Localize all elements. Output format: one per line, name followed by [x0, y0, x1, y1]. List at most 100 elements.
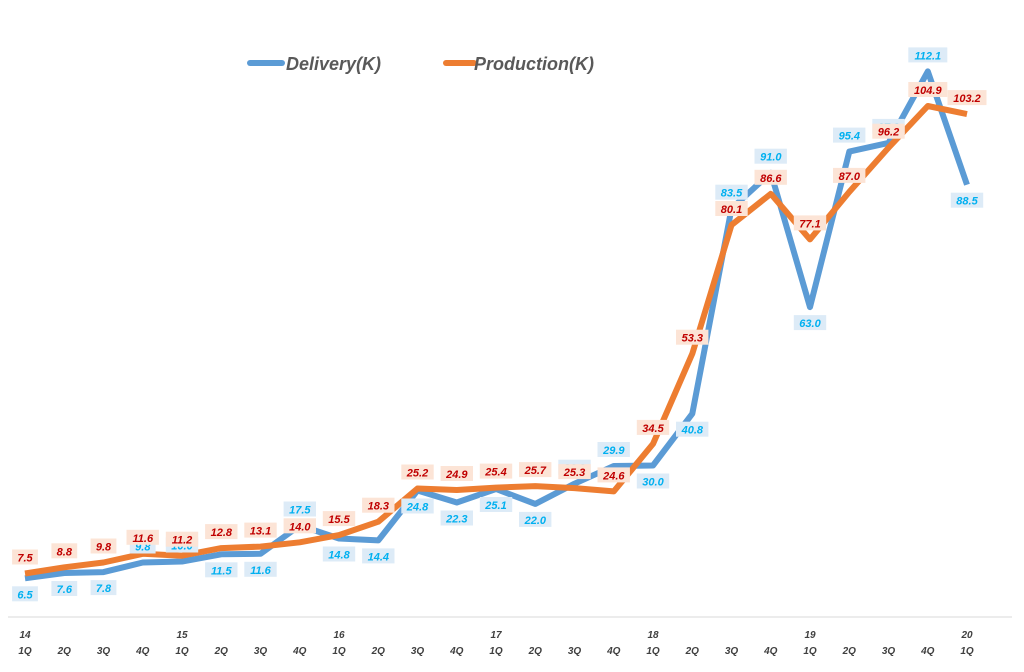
data-label-text: 24.6: [602, 470, 625, 482]
data-label-text: 112.1: [914, 50, 941, 62]
production-data-label: 8.8: [51, 543, 78, 559]
production-data-label: 9.8: [90, 538, 117, 554]
data-label-text: 13.1: [250, 526, 271, 538]
data-labels: 6.57.67.89.810.011.511.617.514.814.424.8…: [12, 47, 987, 602]
delivery-data-label: 40.8: [676, 421, 709, 437]
data-label-bg: [754, 148, 787, 164]
legend: Delivery(K) Production(K): [247, 54, 594, 74]
data-label-bg: [793, 215, 827, 231]
legend-label-production: Production(K): [474, 54, 594, 74]
data-label-text: 11.6: [250, 565, 271, 577]
data-label-bg: [558, 464, 591, 480]
data-label-bg: [676, 329, 709, 345]
x-tick-quarter-label: 4Q: [292, 646, 307, 657]
data-label-bg: [908, 47, 948, 63]
x-tick-year-label: 17: [490, 630, 502, 641]
data-label-bg: [51, 581, 78, 596]
data-label-bg: [636, 419, 670, 435]
production-data-label: 25.3: [558, 464, 591, 480]
production-data-label: 25.7: [519, 462, 552, 478]
legend-label-delivery: Delivery(K): [286, 54, 381, 74]
delivery-data-label: 24.8: [401, 498, 434, 514]
data-label-text: 14.8: [328, 550, 350, 562]
data-label-text: 86.6: [760, 173, 782, 185]
delivery-data-label: 11.5: [205, 562, 238, 578]
data-label-text: 11.2: [172, 535, 193, 547]
x-tick-quarter-label: 2Q: [57, 646, 72, 657]
x-axis-labels: 14 1Q 2Q 3Q 4Q 15 1Q 2Q 3Q 4Q 16 1Q 2Q 3Q 4Q 17 1Q 2Q 3Q 4Q…: [18, 630, 974, 657]
production-data-label: 34.5: [636, 419, 670, 435]
data-label-text: 24.9: [445, 469, 468, 481]
production-data-label: 11.2: [165, 531, 199, 547]
data-label-bg: [322, 546, 356, 562]
x-tick-quarter-label: 2Q: [685, 646, 700, 657]
production-data-label: 12.8: [205, 524, 238, 540]
data-label-text: 25.7: [524, 465, 547, 477]
data-label-bg: [754, 169, 787, 185]
x-tick-year-label: 20: [960, 630, 973, 641]
data-label-text: 25.2: [406, 468, 428, 480]
data-label-bg: [872, 123, 905, 139]
x-tick-quarter-label: 2Q: [371, 646, 386, 657]
delivery-data-label: 63.0: [793, 315, 827, 331]
data-label-text: 83.5: [721, 188, 743, 200]
x-tick-quarter-label: 1Q: [332, 646, 346, 657]
delivery-data-label: 7.8: [90, 580, 117, 596]
data-label-text: 9.8: [96, 542, 112, 554]
data-label-bg: [715, 201, 748, 216]
data-label-bg: [165, 531, 199, 547]
production-data-label: 15.5: [322, 511, 356, 527]
production-data-label: 11.6: [126, 529, 159, 545]
production-data-label: 104.9: [908, 82, 948, 97]
data-label-bg: [401, 464, 434, 480]
data-label-bg: [283, 501, 316, 517]
data-label-bg: [205, 524, 238, 540]
data-label-text: 7.6: [57, 584, 73, 596]
x-tick-quarter-label: 1Q: [960, 646, 974, 657]
data-label-text: 8.8: [57, 546, 73, 558]
data-label-bg: [12, 549, 38, 565]
data-label-text: 77.1: [799, 218, 820, 230]
data-label-text: 34.5: [642, 423, 664, 435]
data-label-text: 15.5: [328, 514, 350, 526]
x-tick-quarter-label: 4Q: [606, 646, 621, 657]
data-label-bg: [12, 586, 38, 602]
delivery-data-label: 11.6: [244, 561, 277, 577]
data-label-bg: [793, 315, 827, 331]
data-label-bg: [322, 511, 356, 527]
production-data-label: 87.0: [833, 167, 866, 183]
x-tick-year-label: 18: [647, 630, 659, 641]
data-label-bg: [947, 90, 987, 106]
data-label-bg: [244, 522, 277, 538]
delivery-data-label: 17.5: [283, 501, 316, 517]
data-label-bg: [636, 473, 670, 489]
delivery-data-label: 29.9: [597, 442, 630, 457]
x-tick-year-label: 15: [176, 630, 188, 641]
data-label-text: 25.1: [484, 500, 506, 512]
production-data-label: 25.4: [479, 463, 513, 479]
data-label-text: 53.3: [682, 333, 703, 345]
x-tick-year-label: 16: [333, 630, 345, 641]
data-label-bg: [126, 529, 159, 545]
data-label-bg: [908, 82, 948, 97]
data-label-bg: [401, 498, 434, 514]
x-tick-quarter-label: 1Q: [803, 646, 817, 657]
data-label-bg: [519, 462, 552, 478]
data-label-text: 22.0: [524, 515, 547, 527]
x-tick-quarter-label: 2Q: [842, 646, 857, 657]
data-label-bg: [244, 561, 277, 577]
x-tick-quarter-label: 2Q: [214, 646, 229, 657]
x-tick-quarter-label: 3Q: [882, 646, 896, 657]
production-data-label: 24.9: [440, 466, 473, 481]
data-label-bg: [597, 467, 630, 483]
data-label-text: 25.4: [484, 467, 506, 479]
delivery-data-label: 22.0: [519, 511, 552, 527]
data-label-text: 25.3: [563, 467, 585, 479]
x-tick-quarter-label: 1Q: [18, 646, 32, 657]
production-line: [24, 103, 968, 577]
data-label-text: 95.4: [839, 131, 860, 143]
x-tick-quarter-label: 4Q: [135, 646, 150, 657]
data-label-text: 12.8: [211, 527, 233, 539]
data-label-text: 24.8: [406, 502, 429, 514]
